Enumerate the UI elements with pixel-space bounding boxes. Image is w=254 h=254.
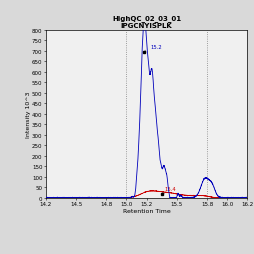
Title: HighQC_02_03_01
IPGCNYISPLK: HighQC_02_03_01 IPGCNYISPLK <box>112 15 181 29</box>
X-axis label: Retention Time: Retention Time <box>122 208 170 213</box>
Y-axis label: Intensity 10^3: Intensity 10^3 <box>25 91 30 137</box>
Text: 15.2: 15.2 <box>144 44 162 53</box>
Text: 15.4: 15.4 <box>161 186 176 194</box>
